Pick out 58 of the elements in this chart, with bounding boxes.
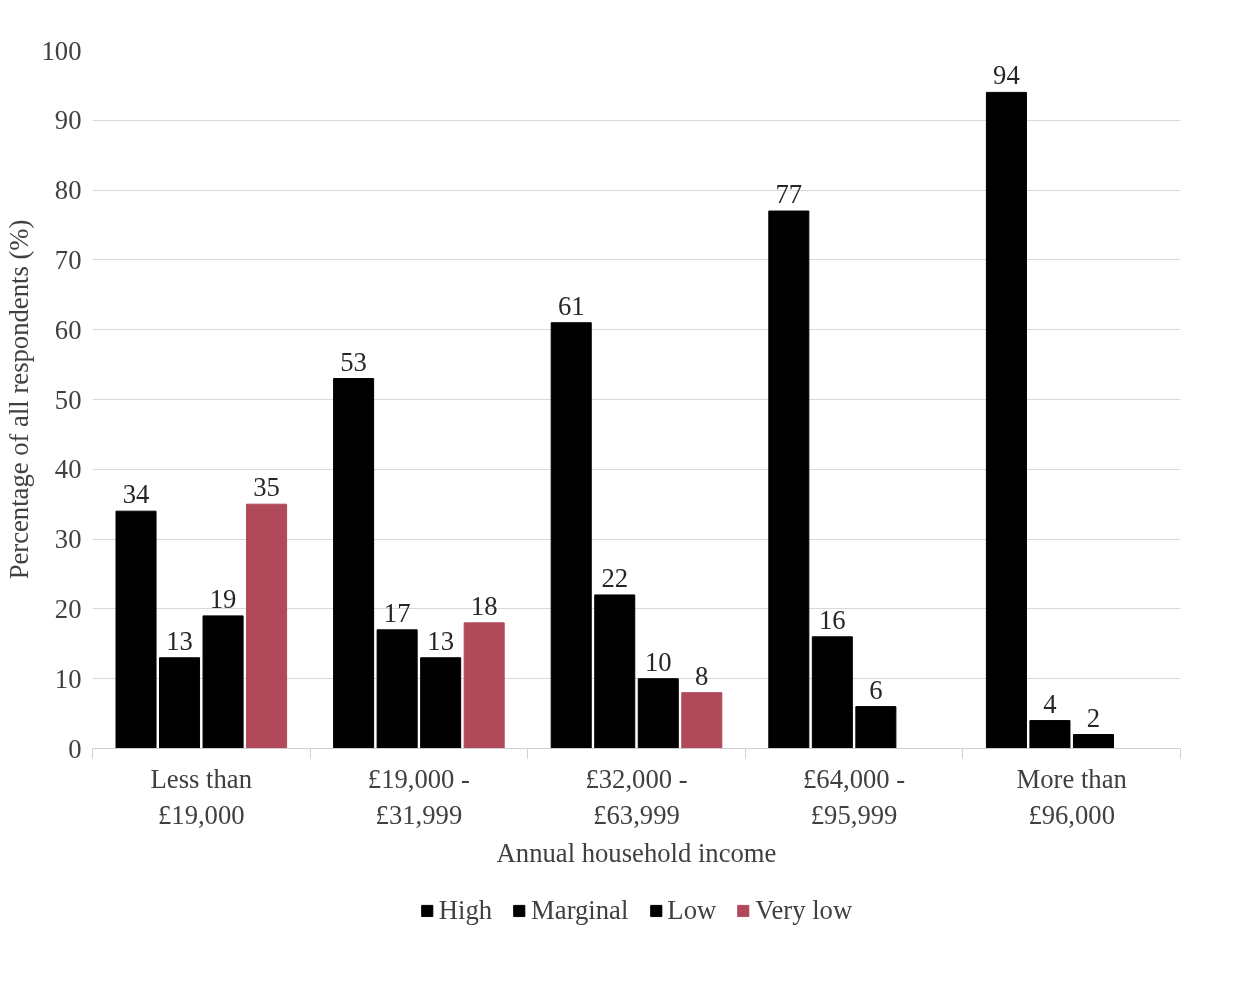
x-axis-title: Annual household income [496,837,777,868]
bar [811,636,853,749]
data-label: 22 [601,562,629,593]
bar [246,503,288,749]
x-tick-label: Less than £19,000 [150,763,253,830]
legend-label: Low [667,894,717,926]
data-label: 19 [209,583,237,614]
y-tick-label: 60 [54,314,82,345]
bar [985,91,1027,749]
x-tick-label: £64,000 - £95,999 [803,763,906,830]
x-tick-label: £19,000 - £31,999 [367,763,470,830]
data-label: 2 [1086,702,1101,733]
data-label: 13 [427,625,454,656]
data-label: 34 [122,479,150,510]
legend-label: Marginal [531,894,629,926]
y-tick-label: 0 [68,733,82,764]
bar [420,657,462,749]
bar [159,657,201,749]
y-tick-label: 30 [54,524,82,555]
bar [637,678,679,749]
data-label: 35 [253,472,280,503]
data-label: 10 [644,646,672,677]
bar [463,622,505,749]
data-label: 94 [993,60,1020,91]
bar [376,629,418,749]
bar [1029,720,1071,749]
data-label: 13 [166,625,193,656]
y-tick-label: 10 [54,663,82,694]
bar [768,210,810,749]
x-tick-label: More than £96,000 [1016,763,1127,830]
bar [115,510,157,749]
y-tick-label: 20 [54,593,82,624]
data-label: 18 [470,590,498,621]
bar [333,378,375,749]
bar [681,692,723,749]
bar [855,706,897,749]
data-label: 8 [695,660,709,691]
y-tick-label: 70 [54,244,82,275]
bar [1072,734,1114,749]
data-label: 16 [819,604,846,635]
y-tick-label: 80 [54,175,82,206]
bar [550,322,592,749]
data-label: 77 [775,179,803,210]
y-tick-label: 50 [54,384,82,415]
y-axis-title: Percentage of all respondents (%) [3,219,34,580]
y-tick-label: 40 [54,454,82,485]
bar [594,594,636,749]
data-label: 61 [557,290,585,321]
data-label: 6 [869,674,883,705]
y-tick-label: 90 [54,105,82,136]
bar [202,615,244,749]
legend-label: Very low [755,894,853,926]
y-tick-label: 100 [41,35,82,66]
legend-label: High [438,894,493,926]
data-label: 53 [340,346,367,377]
x-tick-label: £32,000 - £63,999 [585,763,688,830]
data-label: 17 [383,597,411,628]
data-label: 4 [1043,688,1057,719]
